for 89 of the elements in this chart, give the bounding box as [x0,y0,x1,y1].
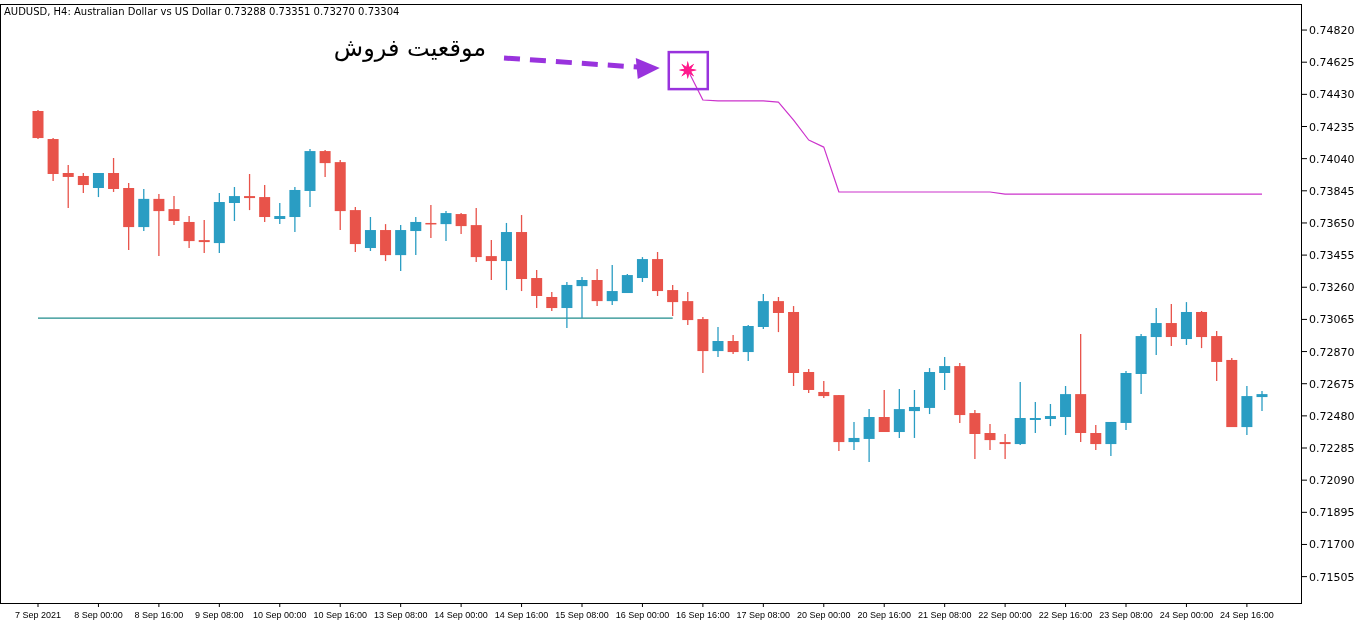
candlestick [183,215,195,249]
candlestick [772,296,784,333]
y-tick-label: 0.73065 [1309,313,1355,327]
candlestick [576,276,588,319]
x-tick-label: 8 Sep 16:00 [134,610,184,620]
candlestick [485,239,497,281]
y-tick-label: 0.72090 [1309,474,1355,488]
x-tick-label: 24 Sep 16:00 [1220,610,1274,620]
candlestick [198,219,210,254]
y-tick-label: 0.71505 [1309,570,1355,584]
candlestick [682,291,694,326]
y-tick-label: 0.73260 [1309,281,1355,295]
y-tick-label: 0.73650 [1309,216,1355,230]
candlestick [410,216,422,256]
candlestick [636,256,648,283]
candlestick [1256,390,1268,412]
candlestick [863,408,875,463]
x-tick-label: 20 Sep 16:00 [857,610,911,620]
annotation: موقعیت فروش [333,34,487,62]
candlestick [908,389,920,439]
x-tick-label: 9 Sep 08:00 [195,610,244,620]
y-tick-label: 0.72870 [1309,345,1355,359]
candlestick [1060,385,1072,436]
candlestick [1165,303,1177,347]
x-tick-label: 15 Sep 08:00 [555,610,609,620]
candlestick [606,264,618,306]
candlestick [712,326,724,358]
y-tick-label: 0.74820 [1309,24,1355,38]
candlestick [244,173,256,211]
chart-title: AUDUSD, H4: Australian Dollar vs US Dollar 0.73288 0.73351 0.73270 0.73304 [4,6,400,17]
y-tick-label: 0.72480 [1309,409,1355,423]
candlestick [1105,421,1117,457]
y-tick-label: 0.74625 [1309,56,1355,70]
candlestick [561,281,573,329]
candlestick [1090,424,1102,451]
candlestick [667,284,679,317]
x-tick-label: 14 Sep 16:00 [494,610,549,620]
candlestick [153,193,165,257]
candlestick [984,423,996,451]
candlestick [440,210,452,242]
x-tick-label: 10 Sep 00:00 [253,610,307,620]
x-tick-label: 8 Sep 00:00 [74,610,123,620]
x-tick-label: 7 Sep 2021 [14,610,62,620]
candlestick [274,202,286,225]
x-tick-label: 21 Sep 08:00 [917,610,972,620]
y-tick-label: 0.71700 [1309,538,1355,552]
candlestick [364,216,376,252]
x-tick-label: 24 Sep 00:00 [1159,610,1214,620]
x-tick-label: 13 Sep 08:00 [373,610,428,620]
candlestick [531,269,543,309]
x-tick-label: 10 Sep 16:00 [313,610,367,620]
candlestick [999,433,1011,460]
x-tick-label: 22 Sep 00:00 [978,610,1032,620]
y-tick-label: 0.72675 [1309,377,1355,391]
candlestick [893,388,905,439]
y-tick-label: 0.74430 [1309,88,1355,102]
y-tick-label: 0.74235 [1309,120,1355,134]
y-tick-label: 0.71895 [1309,506,1355,520]
x-tick-label: 14 Sep 00:00 [434,610,488,620]
candlestick [455,212,467,235]
candlestick [62,164,74,209]
candlestick [108,157,120,193]
candlestick [1150,307,1162,356]
y-tick-label: 0.73845 [1309,184,1355,198]
y-tick-label: 0.73455 [1309,249,1355,263]
candlestick [546,291,558,312]
candlestick [168,195,180,226]
x-tick-label: 16 Sep 00:00 [615,610,670,620]
candlestick [878,389,890,433]
x-tick-label: 16 Sep 16:00 [676,610,730,620]
y-tick-label: 0.72285 [1309,442,1355,456]
candlestick [228,186,240,222]
y-tick-label: 0.74040 [1309,152,1355,166]
candlestick [1029,401,1041,434]
x-tick-label: 22 Sep 16:00 [1038,610,1093,620]
candlestick [969,409,981,460]
candlestick [939,356,951,391]
candlestick [803,368,815,394]
candlestick [77,172,89,194]
x-tick-label: 23 Sep 08:00 [1099,610,1153,620]
candlestick [259,184,271,223]
candlestick [727,334,739,355]
candlestick [319,149,331,178]
candlestick [591,268,603,307]
x-tick-label: 17 Sep 08:00 [736,610,791,620]
candlestick [92,172,104,198]
candlestick [1044,403,1056,427]
candlestick [848,421,860,451]
x-tick-label: 20 Sep 00:00 [797,610,851,620]
